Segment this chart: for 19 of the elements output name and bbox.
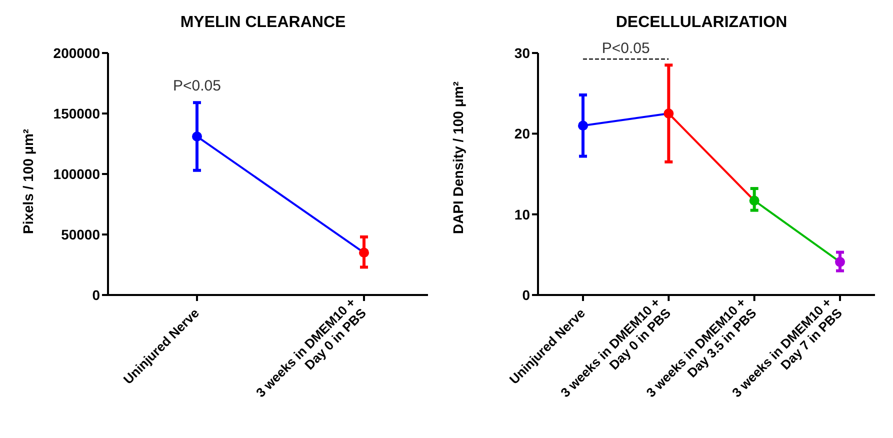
y-tick-label: 50000 <box>61 226 100 242</box>
chart-title: DECELLULARIZATION <box>614 13 788 33</box>
annotation: P<0.05 <box>602 40 650 58</box>
y-axis-title: DAPI Density / 100 μm² <box>450 81 466 234</box>
y-tick-label: 20 <box>514 126 530 142</box>
point <box>664 108 674 118</box>
point <box>749 196 760 206</box>
y-tick-label: 0 <box>522 286 530 303</box>
y-tick-label: 30 <box>514 44 530 61</box>
y-tick-label: 150000 <box>53 105 100 122</box>
y-tick-label: 0 <box>92 286 100 303</box>
point <box>578 120 588 131</box>
point <box>835 256 845 267</box>
y-tick-label: 200000 <box>53 44 100 61</box>
y-tick-label: 10 <box>514 206 530 222</box>
annotation: P<0.05 <box>173 78 221 95</box>
y-axis-title: Pixels / 100 μm² <box>20 128 36 234</box>
y-tick-label: 100000 <box>53 166 100 182</box>
chart-title: MYELIN CLEARANCE <box>179 13 347 33</box>
